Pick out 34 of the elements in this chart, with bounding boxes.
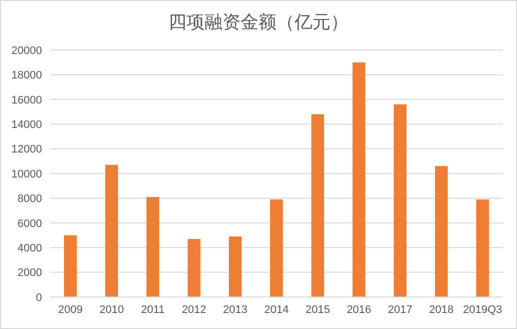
x-tick-label: 2010 [99, 304, 124, 316]
bar [105, 164, 118, 297]
x-tick-label: 2015 [305, 304, 330, 316]
bar [188, 238, 200, 297]
bar [146, 196, 160, 297]
chart-title: 四项融资金额（亿元） [168, 12, 348, 32]
y-tick-label: 0 [36, 292, 42, 304]
bar [476, 199, 489, 297]
y-tick-label: 14000 [11, 118, 42, 131]
bar [64, 235, 77, 297]
x-tick-label: 2018 [429, 304, 454, 316]
y-tick-label: 4000 [18, 242, 42, 254]
y-tick-label: 8000 [18, 193, 42, 206]
y-tick-label: 10000 [11, 168, 42, 180]
y-tick-label: 20000 [11, 44, 42, 57]
x-tick-label: 2012 [182, 304, 206, 316]
bar [311, 114, 324, 297]
y-tick-label: 2000 [18, 267, 42, 280]
bar [352, 62, 366, 297]
y-tick-label: 18000 [11, 70, 42, 82]
bar [394, 104, 407, 297]
x-tick-label: 2017 [388, 304, 412, 316]
y-tick-label: 6000 [18, 218, 42, 230]
bar [434, 166, 448, 297]
x-tick-label: 2011 [141, 304, 165, 316]
x-tick-label: 2016 [346, 304, 372, 316]
x-tick-label: 2013 [223, 304, 248, 316]
y-tick-label: 12000 [11, 144, 42, 156]
bar [270, 199, 283, 297]
y-tick-label: 16000 [11, 94, 42, 106]
x-tick-label: 2014 [264, 304, 289, 316]
x-tick-label: 2009 [58, 304, 83, 316]
x-tick-label: 2019Q3 [463, 304, 502, 316]
bar [228, 236, 242, 297]
